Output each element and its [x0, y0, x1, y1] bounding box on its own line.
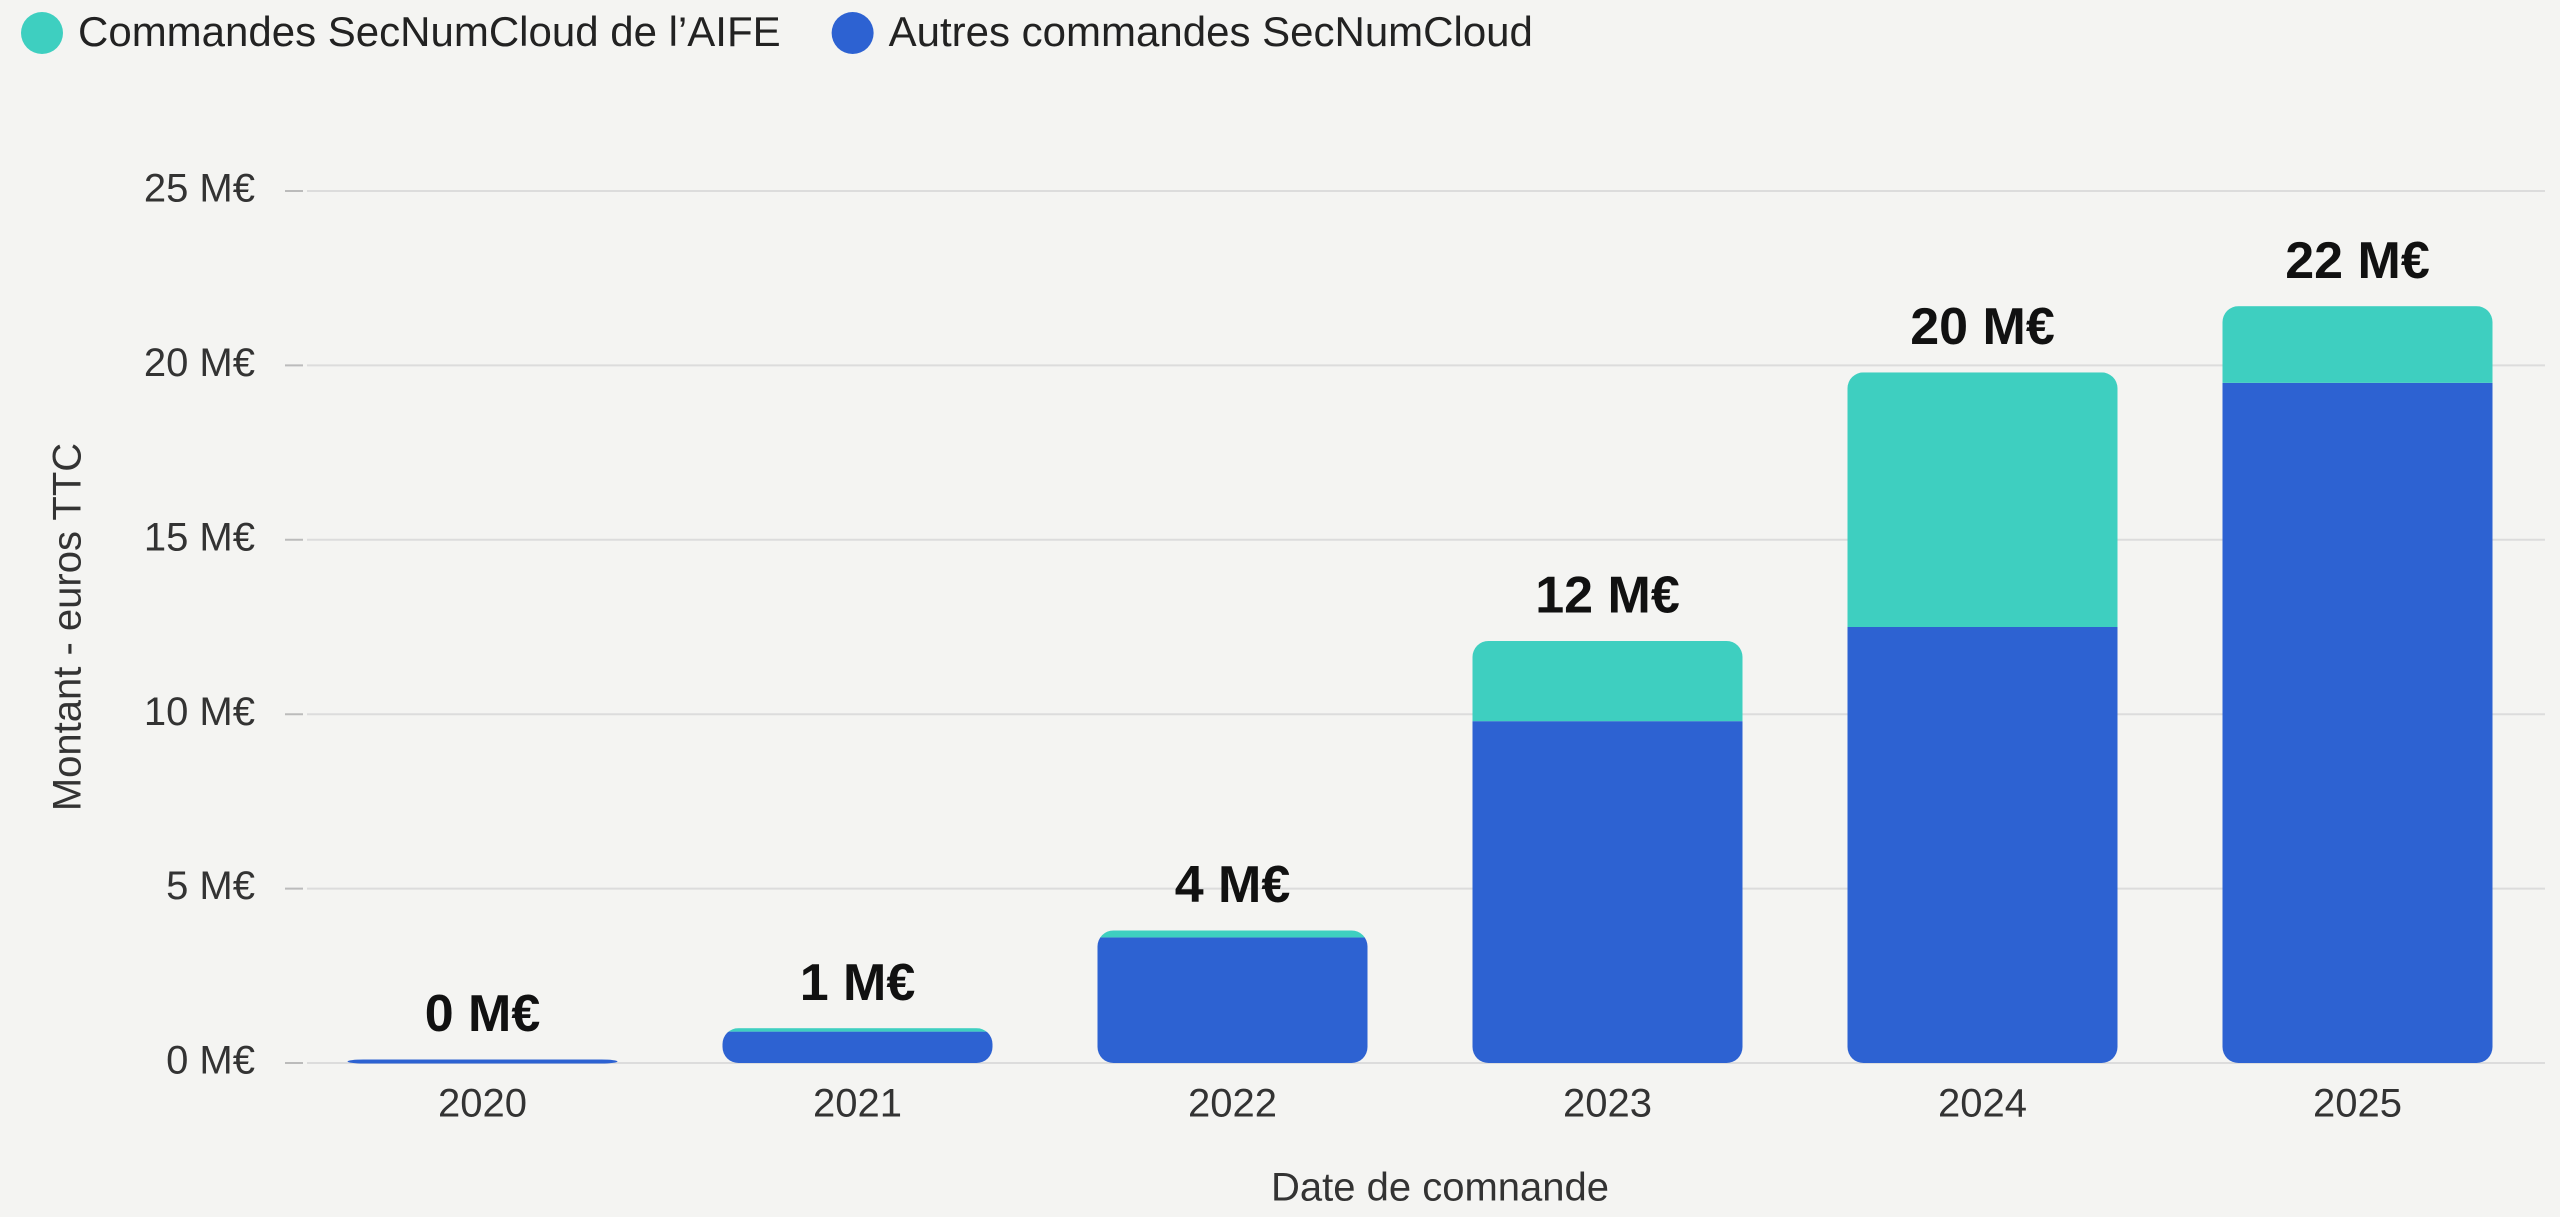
total-label: 4 M€	[1175, 856, 1291, 914]
x-tick-label: 2022	[1188, 1082, 1277, 1126]
y-axis-label: Montant - euros TTC	[46, 443, 90, 811]
total-label: 12 M€	[1535, 567, 1680, 625]
legend-label: Autres commandes SecNumCloud	[889, 8, 1533, 55]
bar-stack	[722, 1028, 993, 1063]
bar-stack	[347, 1059, 618, 1064]
bar-segment	[722, 1031, 993, 1063]
bar-segment	[1847, 627, 2118, 1063]
x-tick-label: 2021	[813, 1082, 902, 1126]
total-label: 20 M€	[1910, 298, 2055, 356]
y-tick-label: 5 M€	[166, 864, 255, 908]
bar-stack	[2222, 306, 2493, 1063]
bar-segment	[1472, 721, 1743, 1063]
total-label: 0 M€	[425, 985, 541, 1043]
bar-segment	[1847, 372, 2118, 627]
bar-segment	[347, 1059, 618, 1064]
x-tick-label: 2023	[1563, 1082, 1652, 1126]
y-tick-label: 15 M€	[144, 515, 255, 559]
y-tick-label: 25 M€	[144, 167, 255, 211]
total-label: 1 M€	[800, 954, 916, 1012]
x-axis-label: Date de comnande	[1271, 1166, 1609, 1210]
bar-stack	[1097, 930, 1368, 1063]
bar-segment	[2222, 306, 2493, 383]
bar-segment	[1097, 930, 1368, 938]
bar-segment	[722, 1028, 993, 1032]
bar-segment	[1472, 640, 1743, 722]
bar-segment	[1097, 937, 1368, 1063]
x-tick-label: 2025	[2313, 1082, 2402, 1126]
legend-marker	[831, 12, 874, 54]
y-tick-label: 20 M€	[144, 341, 255, 385]
total-label: 22 M€	[2285, 232, 2430, 290]
legend-label: Commandes SecNumCloud de l’AIFE	[78, 8, 781, 55]
bar-stack	[1472, 640, 1743, 1063]
x-tick-label: 2020	[438, 1082, 527, 1126]
y-tick-label: 10 M€	[144, 690, 255, 734]
legend-marker	[21, 12, 63, 54]
bar-stack	[1847, 372, 2118, 1063]
x-tick-label: 2024	[1938, 1082, 2027, 1126]
y-tick-label: 0 M€	[166, 1039, 255, 1083]
bar-segment	[2222, 382, 2493, 1063]
